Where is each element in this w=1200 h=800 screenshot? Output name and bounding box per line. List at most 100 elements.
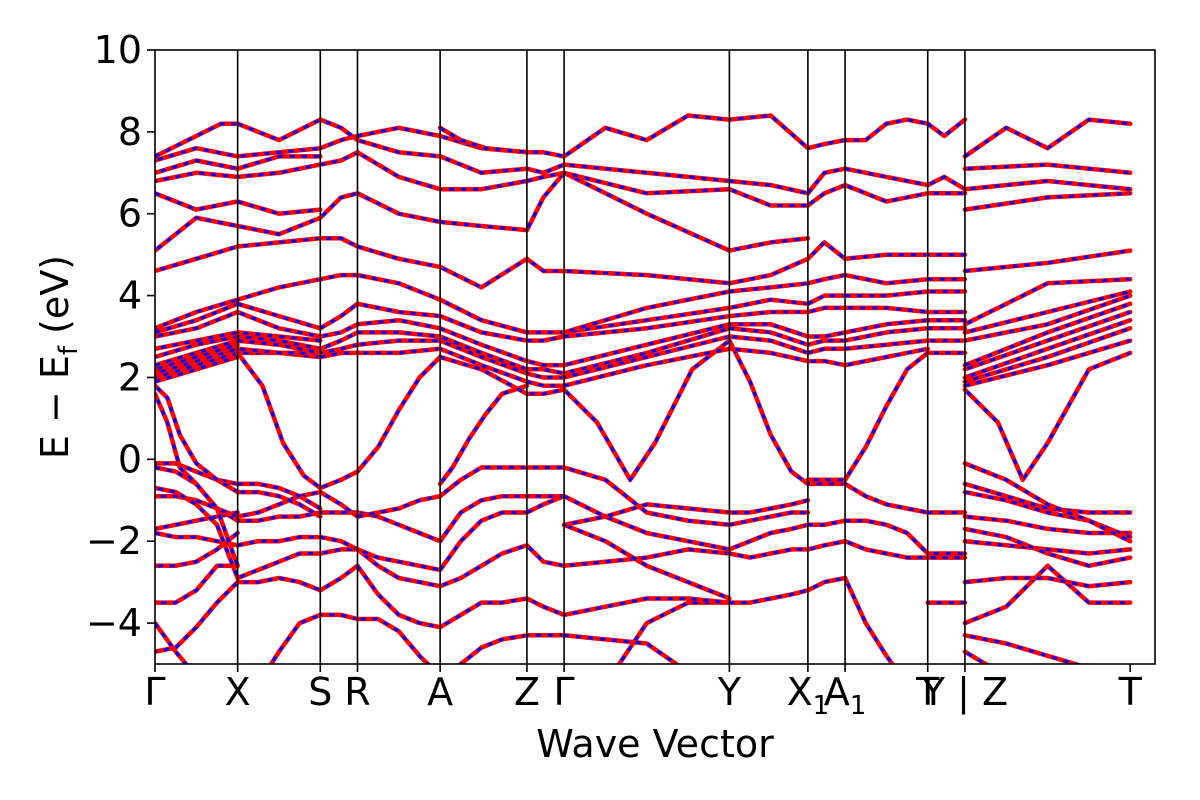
band-line-solid [355,616,431,664]
band-line-dashed [729,257,809,285]
band-line-dashed [844,339,928,351]
x-tick-label-text: Y | Z [921,670,1008,715]
band-line-dashed [319,191,358,219]
band-line-dashed [439,326,528,363]
band-line-dashed [563,306,730,334]
band-line-dashed [357,511,441,543]
band-line-dashed [807,576,846,592]
band-line-dashed [155,245,239,273]
band-line-solid [235,309,323,339]
x-tick-label: X [225,670,251,714]
band-line-dashed [963,351,1131,483]
band-line-dashed [844,167,928,187]
band-line-dashed [964,515,1131,535]
band-line-solid [318,612,360,622]
band-line-dashed [319,490,359,518]
band-line-dashed [563,322,730,367]
band-line-dashed [237,146,321,158]
band-line-dashed [729,498,809,514]
y-axis-label: E − Ef (eV) [33,255,84,459]
band-line-dashed [964,576,1131,588]
x-tick-label-text: X [225,670,251,714]
band-line-dashed [964,490,1131,539]
band-line-dashed [564,269,730,285]
band-line-dashed [729,347,809,363]
band-line-dashed [439,155,528,175]
x-tick-label-text: T [915,670,940,714]
band-line-dashed [844,539,928,560]
band-line-dashed [155,146,238,162]
band-line-dashed [155,298,239,330]
x-tick-label: Y | Z [921,670,1008,715]
band-line-solid [524,493,567,515]
band-line-dashed [237,490,321,519]
band-line-dashed [457,633,528,664]
band-line-solid [437,313,530,343]
band-line-solid [235,551,323,581]
band-line-dashed [439,355,528,396]
band-line-solid [727,338,811,487]
band-line-dashed [438,384,528,485]
band-line-dashed [155,171,238,183]
band-line-dashed [237,200,321,216]
band-line-solid [524,379,567,388]
band-line-dashed [526,257,565,273]
band-line-dashed [806,240,847,260]
band-line-dashed [964,179,1131,191]
y-axis-label-sub: f [54,345,84,355]
band-line-dashed [964,339,1131,388]
band-line-dashed [964,482,1131,514]
band-line-dashed [844,253,928,261]
band-line-solid [524,170,567,233]
band-line-solid [235,350,323,491]
band-line-solid [962,563,1133,626]
band-line-dashed [357,347,441,355]
band-line-dashed [356,191,441,224]
band-line-dashed [964,277,1131,326]
band-line-dashed [438,494,527,543]
band-line-dashed [729,326,809,347]
x-tick-label-text: Γ [144,670,165,714]
band-line-dashed [155,466,240,567]
band-line-dashed [563,502,730,527]
band-line-dashed [563,523,730,600]
band-line-dashed [320,273,358,281]
band-line-dashed [806,167,846,195]
band-line-solid [155,383,240,495]
band-line-dashed [439,126,528,154]
band-line-dashed [439,466,527,498]
band-line-dashed [155,302,239,334]
band-line-solid [727,547,811,560]
band-line-dashed [319,331,359,351]
x-tick-label: T [915,670,940,714]
band-line-solid [268,612,323,664]
band-line-solid [805,137,848,151]
x-axis-label: Wave Vector [536,722,774,766]
band-line-dashed [563,597,730,617]
band-line-dashed [844,273,928,285]
band-line-dashed [438,511,527,571]
band-line-solid [155,121,240,159]
band-line-dashed [237,511,321,523]
band-line-dashed [807,359,846,367]
x-tick-label-text: T [1118,670,1143,714]
band-line-dashed [844,318,928,334]
x-tick-label: R [344,670,370,714]
band-line-dashed [964,539,1131,556]
band-line-solid [962,317,1133,380]
band-line-dashed [964,118,1131,158]
band-line-dashed [155,335,238,359]
band-line-solid [805,293,848,307]
band-line-dashed [320,547,358,555]
x-tick-label-text: Z [514,670,540,714]
band-line-dashed [964,163,1131,175]
x-tick-label-text: Y [717,670,742,714]
x-tick-label: Γ [144,670,165,714]
band-line-solid [805,346,848,356]
x-tick-label: Y [717,670,742,714]
band-line-dashed [237,347,321,355]
band-line-dashed [439,298,528,334]
band-line-solid [616,600,732,664]
band-line-solid [524,170,567,184]
band-line-dashed [155,343,239,371]
